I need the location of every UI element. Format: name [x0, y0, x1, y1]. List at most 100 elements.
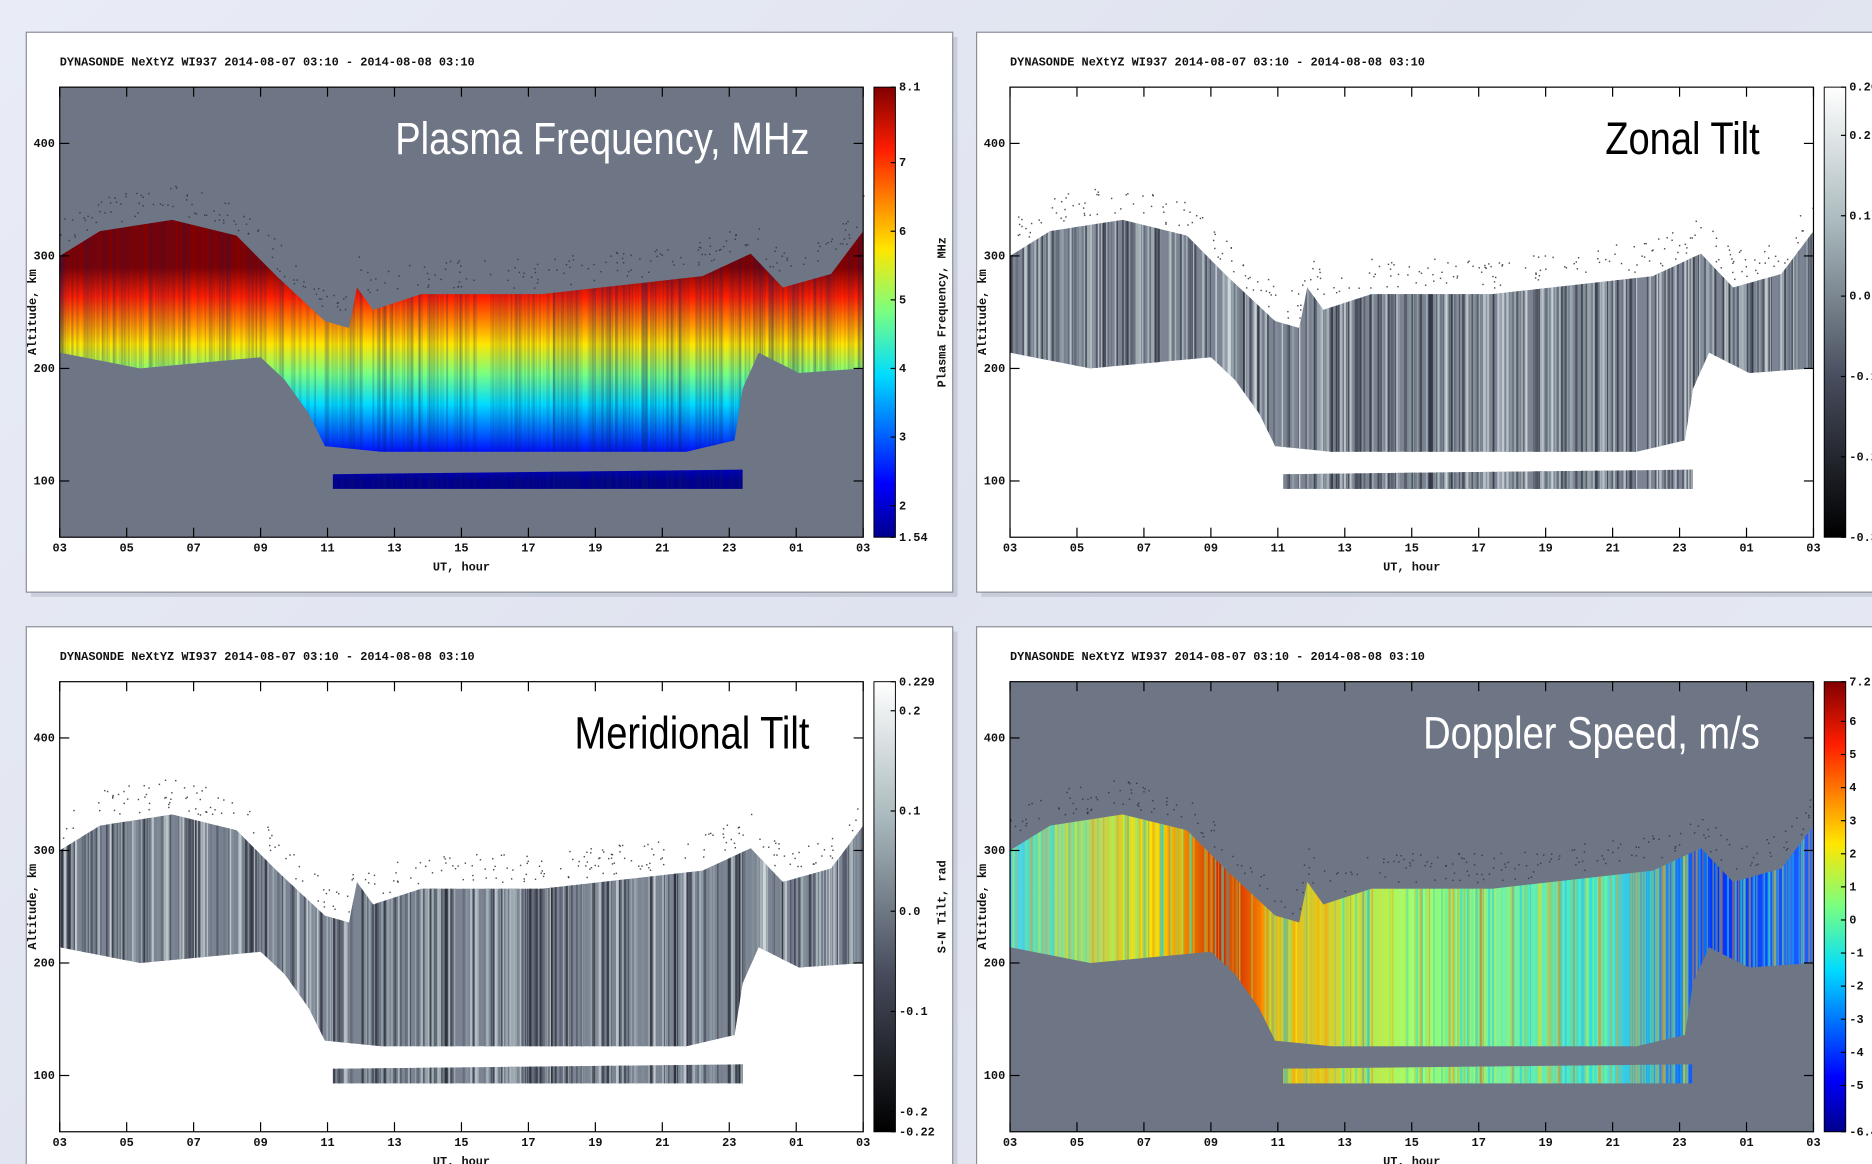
trace-dot — [1123, 804, 1124, 805]
colorbar-tick-label: 4 — [1849, 781, 1856, 795]
trace-dot — [1427, 267, 1428, 268]
trace-dot — [1163, 212, 1164, 213]
trace-dot — [720, 249, 721, 250]
trace-dot — [1183, 209, 1184, 210]
trace-dot — [1025, 228, 1026, 229]
trace-dot — [1367, 857, 1368, 858]
trace-dot — [143, 197, 144, 198]
trace-dot — [1268, 306, 1269, 307]
trace-dot — [554, 259, 555, 260]
trace-dot — [69, 240, 70, 241]
x-tick-label: 23 — [1672, 542, 1686, 556]
trace-dot — [1614, 253, 1615, 254]
trace-dot — [648, 867, 649, 868]
trace-dot — [1609, 261, 1610, 262]
trace-dot — [846, 223, 847, 224]
x-tick-label: 21 — [655, 542, 669, 556]
y-tick-label: 200 — [984, 362, 1005, 376]
trace-dot — [824, 849, 825, 850]
trace-dot — [1474, 864, 1475, 865]
trace-dot — [849, 234, 850, 235]
trace-dot — [1785, 831, 1786, 832]
trace-dot — [473, 879, 474, 880]
trace-dot — [1721, 267, 1722, 268]
trace-dot — [1801, 834, 1802, 835]
trace-dot — [1720, 835, 1721, 836]
trace-dot — [1137, 804, 1138, 805]
colorbar-tick-label: -5 — [1849, 1079, 1863, 1093]
trace-dot — [1120, 208, 1121, 209]
trace-dot — [397, 862, 398, 863]
trace-dot — [1056, 212, 1057, 213]
trace-dot — [1288, 317, 1289, 318]
trace-dot — [125, 193, 126, 194]
trace-dot — [1232, 856, 1233, 857]
trace-dot — [1502, 264, 1503, 265]
trace-dot — [572, 255, 573, 256]
trace-dot — [1393, 861, 1394, 862]
trace-dot — [1672, 232, 1673, 233]
trace-dot — [1543, 854, 1544, 855]
colorbar-tick-label: -6.4 — [1849, 1125, 1872, 1139]
trace-dot — [1669, 835, 1670, 836]
trace-dot — [427, 286, 428, 287]
trace-dot — [1755, 270, 1756, 271]
trace-dot — [1127, 193, 1128, 194]
trace-dot — [170, 188, 171, 189]
trace-dot — [770, 266, 771, 267]
trace-dot — [1300, 309, 1301, 310]
x-tick-label: 09 — [1204, 1136, 1218, 1150]
colorbar-tick-label: -0.2 — [899, 1105, 928, 1119]
trace-dot — [1221, 849, 1222, 850]
trace-dot — [1200, 832, 1201, 833]
trace-dot — [1675, 258, 1676, 259]
colorbar-tick-label: 4 — [899, 362, 906, 376]
trace-dot — [646, 864, 647, 865]
trace-dot — [1330, 880, 1331, 881]
trace-dot — [1424, 865, 1425, 866]
trace-dot — [1386, 286, 1387, 287]
trace-dot — [299, 866, 300, 867]
trace-dot — [1537, 864, 1538, 865]
trace-dot — [316, 294, 317, 295]
trace-dot — [832, 238, 833, 239]
y-tick-label: 100 — [33, 1069, 54, 1083]
trace-dot — [731, 839, 732, 840]
trace-dot — [1764, 251, 1765, 252]
trace-dot — [1675, 846, 1676, 847]
trace-dot — [295, 878, 296, 879]
colorbar-tick-label: -0.22 — [899, 1125, 935, 1139]
trace-dot — [1808, 817, 1809, 818]
trace-dot — [1696, 221, 1697, 222]
trace-dot — [486, 877, 487, 878]
trace-dot — [424, 266, 425, 267]
trace-dot — [656, 249, 657, 250]
trace-dot — [162, 205, 163, 206]
trace-dot — [313, 288, 314, 289]
trace-dot — [776, 262, 777, 263]
trace-dot — [1030, 232, 1031, 233]
trace-dot — [289, 854, 290, 855]
trace-dot — [1398, 881, 1399, 882]
colorbar-tick-label: 0.0 — [899, 905, 920, 919]
trace-dot — [723, 837, 724, 838]
trace-dot — [535, 272, 536, 273]
x-axis-label: UT, hour — [1383, 1155, 1440, 1164]
trace-dot — [662, 857, 663, 858]
trace-dot — [1345, 891, 1346, 892]
trace-dot — [322, 306, 323, 307]
trace-dot — [1488, 263, 1489, 264]
trace-dot — [1612, 840, 1613, 841]
trace-dot — [1126, 194, 1127, 195]
trace-dot — [556, 269, 557, 270]
trace-dot — [1084, 202, 1085, 203]
trace-dot — [314, 873, 315, 874]
trace-dot — [773, 854, 774, 855]
trace-dot — [1452, 880, 1453, 881]
trace-dot — [1432, 274, 1433, 275]
trace-dot — [507, 280, 508, 281]
trace-dot — [1810, 799, 1811, 800]
trace-dot — [1535, 272, 1536, 273]
trace-dot — [159, 784, 160, 785]
x-tick-label: 11 — [1271, 542, 1285, 556]
